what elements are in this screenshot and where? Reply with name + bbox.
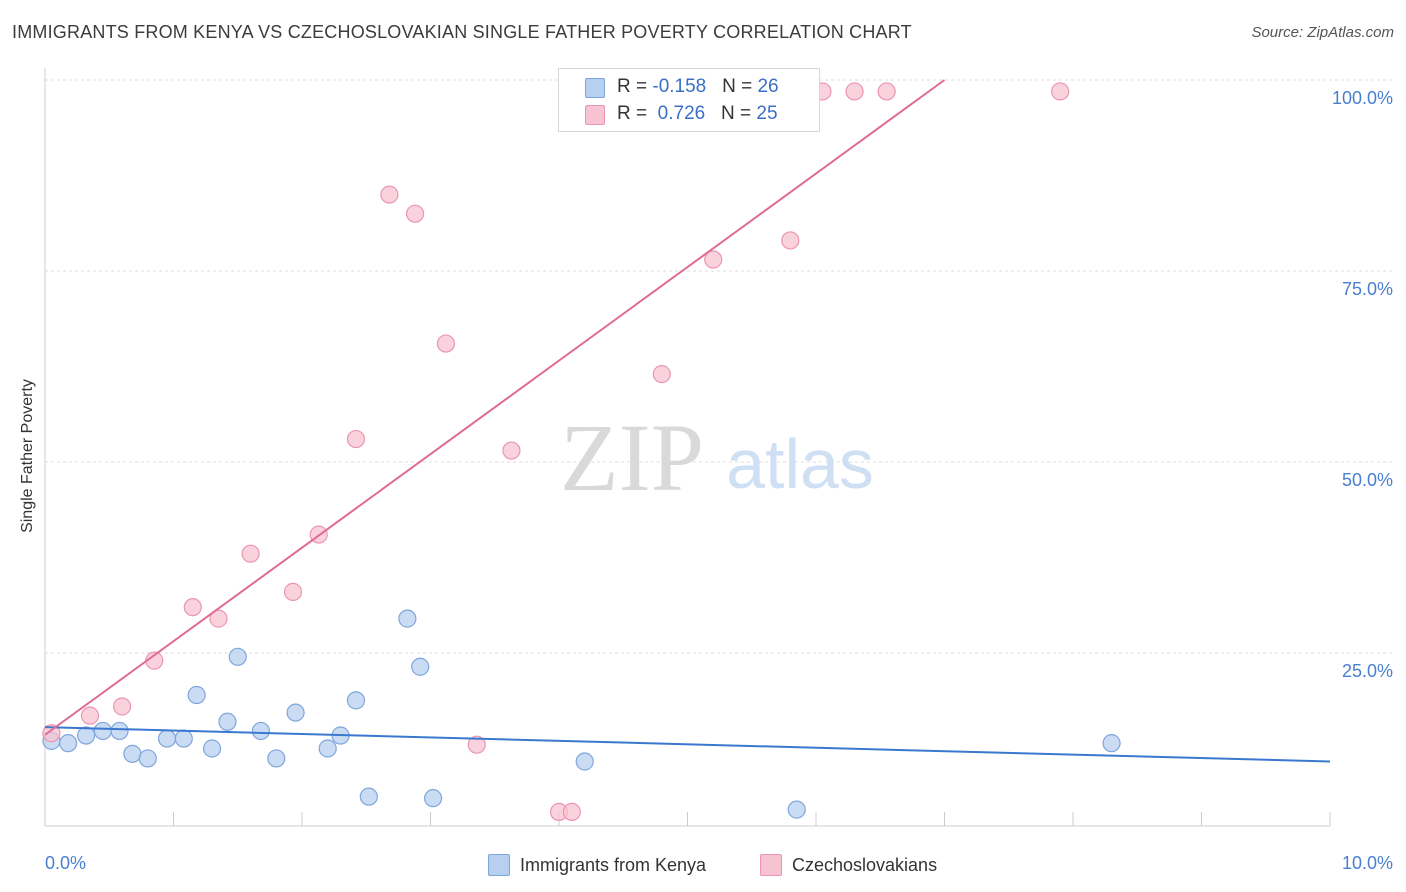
legend-n-value: 26 [757, 76, 779, 97]
legend-swatch-kenya [488, 854, 510, 876]
point-czechoslovakians [283, 582, 303, 601]
point-kenya [575, 752, 594, 771]
point-kenya [398, 609, 417, 628]
point-kenya [359, 787, 378, 806]
point-czechoslovakians [1051, 82, 1070, 101]
y-tick-label: 100.0% [1332, 88, 1393, 108]
point-kenya [286, 703, 305, 722]
point-czechoslovakians [467, 735, 486, 754]
point-czechoslovakians [183, 598, 202, 617]
legend-label-kenya: Immigrants from Kenya [520, 855, 707, 875]
source-label: Source: ZipAtlas.com [1251, 24, 1394, 41]
watermark-zip: ZIP [560, 404, 704, 511]
point-czechoslovakians [562, 802, 581, 822]
y-tick-label: 50.0% [1342, 470, 1393, 490]
point-czechoslovakians [209, 609, 228, 628]
point-czechoslovakians [502, 441, 521, 460]
legend-r-value: -0.158 [652, 76, 707, 97]
point-kenya [411, 657, 430, 676]
point-kenya [787, 800, 806, 819]
point-czechoslovakians [405, 204, 425, 223]
point-kenya [202, 739, 222, 758]
point-czechoslovakians [380, 185, 399, 204]
series-kenya-points [42, 609, 1121, 819]
y-tick-label: 25.0% [1342, 661, 1393, 681]
point-czechoslovakians [704, 250, 723, 269]
point-kenya [123, 744, 142, 763]
point-kenya [110, 721, 129, 741]
point-kenya [77, 726, 96, 745]
x-tick-label: 0.0% [45, 853, 86, 873]
point-kenya [346, 691, 366, 710]
point-kenya [93, 721, 112, 741]
legend-n-label: N = [722, 76, 758, 97]
point-czechoslovakians [845, 82, 864, 101]
trend-line-czechoslovakians [44, 79, 946, 736]
point-czechoslovakians [652, 365, 671, 384]
point-czechoslovakians [781, 231, 800, 250]
point-kenya [174, 729, 193, 748]
point-czechoslovakians [346, 429, 366, 449]
point-kenya [1102, 734, 1121, 753]
grid-lines [45, 79, 1392, 654]
y-tick-label: 75.0% [1342, 279, 1393, 299]
point-kenya [228, 647, 247, 666]
point-czechoslovakians [877, 82, 896, 101]
point-kenya [187, 685, 206, 705]
watermark: ZIP atlas [560, 404, 874, 511]
legend-swatch-czechoslovakians [585, 105, 605, 125]
point-kenya [59, 734, 78, 753]
x-tick-label: 10.0% [1342, 853, 1393, 873]
point-kenya [138, 749, 157, 768]
point-kenya [423, 789, 443, 808]
point-czechoslovakians [436, 334, 456, 353]
point-czechoslovakians [80, 706, 100, 725]
watermark-atlas: atlas [726, 425, 874, 503]
series-legend: Immigrants from Kenya Czechoslovakians [0, 852, 1406, 878]
chart-title: IMMIGRANTS FROM KENYA VS CZECHOSLOVAKIAN… [12, 22, 912, 42]
point-kenya [218, 712, 237, 731]
legend-swatch-kenya [585, 78, 605, 98]
legend-n-value: 25 [756, 103, 778, 124]
tick-labels: 25.0% 50.0% 75.0% 100.0% 0.0% 10.0% [45, 88, 1393, 873]
point-kenya [318, 739, 337, 758]
trend-line-kenya [44, 726, 1331, 763]
point-czechoslovakians [42, 724, 61, 743]
point-kenya [251, 721, 270, 741]
point-czechoslovakians [241, 544, 260, 563]
point-kenya [157, 729, 177, 748]
legend-r-label: R = [617, 76, 653, 97]
point-czechoslovakians [112, 697, 132, 716]
point-kenya [267, 749, 286, 768]
legend-label-czechoslovakians: Czechoslovakians [792, 855, 938, 875]
series-czechoslovakians-points [42, 82, 1070, 822]
trend-lines [44, 79, 1331, 763]
legend-r-value: 0.726 [657, 103, 706, 124]
legend-r-label: R = [617, 103, 653, 124]
correlation-legend: R = -0.158 N = 26 R = 0.726 N = 25 [558, 68, 820, 132]
legend-swatch-czechoslovakians [760, 854, 782, 876]
legend-n-label: N = [721, 103, 757, 124]
